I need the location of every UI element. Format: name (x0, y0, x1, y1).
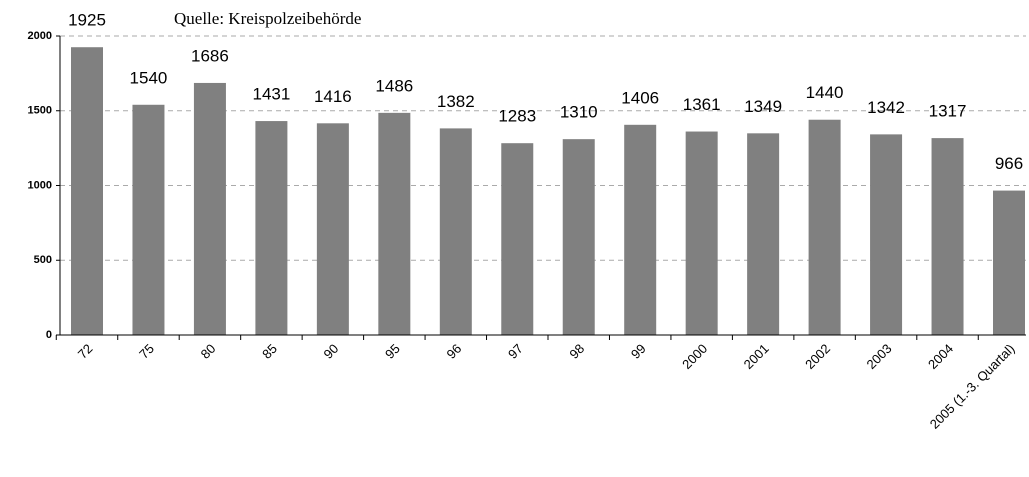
value-label: 1310 (560, 103, 598, 122)
x-tick-label: 90 (321, 341, 342, 362)
y-tick-label: 1000 (28, 179, 52, 191)
bar (808, 119, 841, 335)
bar (132, 104, 165, 336)
x-tick-label: 98 (566, 341, 587, 362)
chart-subtitle: Quelle: Kreispolzeibehörde (174, 9, 361, 28)
bar (685, 131, 718, 335)
bar (624, 124, 657, 335)
bar (378, 112, 411, 335)
value-label: 1540 (130, 68, 168, 87)
x-tick-label: 97 (505, 341, 526, 362)
x-tick-label: 96 (444, 341, 465, 362)
value-label: 1317 (929, 102, 967, 121)
x-tick-label: 95 (382, 341, 403, 362)
bar (931, 138, 964, 335)
x-tick-label: 2001 (741, 341, 772, 372)
value-label: 1431 (252, 85, 290, 104)
value-label: 1406 (621, 88, 659, 107)
y-tick-label: 0 (46, 329, 52, 341)
value-label: 1382 (437, 92, 475, 111)
bar (255, 121, 288, 336)
value-label: 1486 (375, 76, 413, 95)
x-tick-label: 2004 (925, 341, 956, 372)
value-label: 1342 (867, 98, 905, 117)
value-label: 1686 (191, 46, 229, 65)
value-label: 966 (995, 154, 1023, 173)
value-label: 1925 (68, 11, 106, 30)
y-tick-label: 500 (34, 254, 52, 266)
x-tick-label: 80 (198, 341, 219, 362)
value-label: 1361 (683, 95, 721, 114)
value-label: 1416 (314, 87, 352, 106)
bar (870, 134, 903, 335)
bar (501, 143, 534, 335)
x-tick-label: 2000 (679, 341, 710, 372)
x-tick-label: 75 (136, 341, 157, 362)
x-tick-label: 85 (259, 341, 280, 362)
value-label: 1440 (806, 83, 844, 102)
y-tick-label: 2000 (28, 30, 52, 42)
bar (562, 139, 595, 335)
x-tick-label: 2003 (864, 341, 895, 372)
bar (993, 190, 1025, 335)
x-tick-label: 72 (75, 341, 96, 362)
value-label: 1283 (498, 107, 536, 126)
bar (439, 128, 472, 335)
bar (193, 82, 226, 336)
bar (316, 123, 349, 335)
x-tick-label: 99 (628, 341, 649, 362)
bar (747, 133, 780, 335)
y-tick-label: 1500 (28, 105, 52, 117)
bar (71, 47, 103, 336)
value-label: 1349 (744, 97, 782, 116)
x-tick-label: 2002 (802, 341, 833, 372)
